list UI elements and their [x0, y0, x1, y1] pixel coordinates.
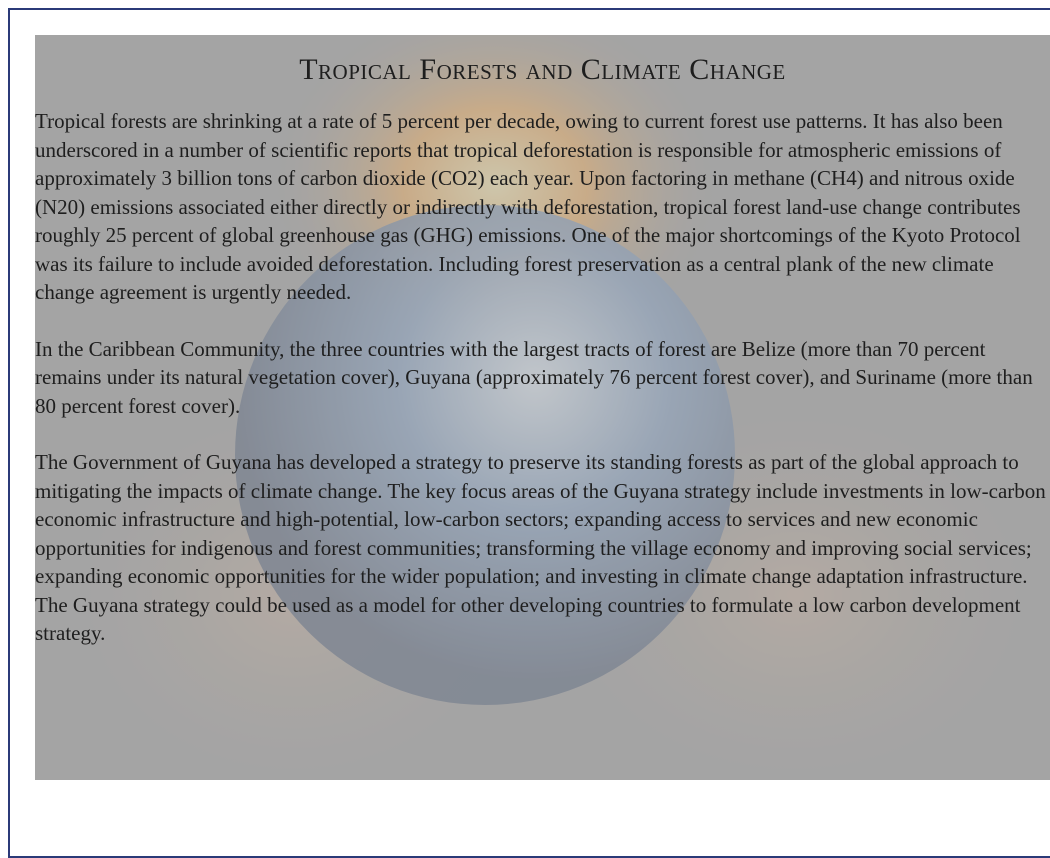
- content-panel: Tropical Forests and Climate Change Trop…: [35, 35, 1050, 780]
- title: Tropical Forests and Climate Change: [35, 53, 1050, 87]
- page: Tropical Forests and Climate Change Trop…: [0, 0, 1050, 840]
- paragraph: Tropical forests are shrinking at a rate…: [35, 107, 1050, 307]
- paragraph: The Government of Guyana has developed a…: [35, 448, 1050, 648]
- article: Tropical Forests and Climate Change Trop…: [35, 35, 1050, 676]
- paragraph: In the Caribbean Community, the three co…: [35, 335, 1050, 421]
